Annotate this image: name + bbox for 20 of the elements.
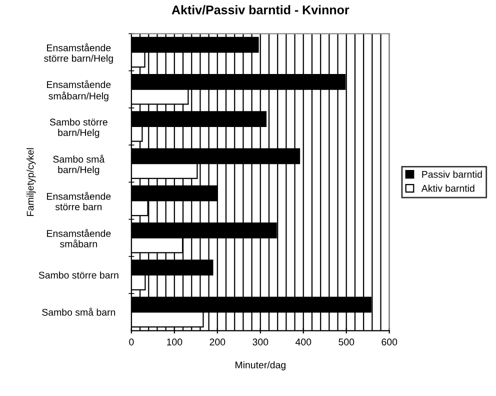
y-tick-label: Ensamstående större barn [47,192,111,210]
chart-title: Aktiv/Passiv barntid - Kvinnor [172,5,350,14]
y-tick-label: Ensamstående småbarn/Helg [47,80,111,102]
x-tick-label: 500 [338,338,354,346]
y-tick-label: Sambo större barn/Helg [50,118,108,138]
x-tick-label: 200 [210,338,226,346]
x-tick-label: 600 [382,338,398,346]
x-tick-label: 300 [252,338,268,346]
x-tick-label: 0 [129,338,134,346]
y-tick-label: Ensamstående större barn/Helg [44,43,113,64]
y-tick-label: Sambo små barn [42,308,116,316]
y-tick-label: Ensamstående småbarn [47,229,111,248]
x-tick-label: 100 [167,338,182,346]
y-tick-label: Sambo större barn [38,271,118,279]
legend-label: Passiv barntid [422,170,482,178]
legend-label: Aktiv barntid [421,184,474,192]
y-tick-label: Sambo små barn/Helg [53,154,105,176]
x-tick-label: 400 [296,338,312,346]
y-axis-title: Familjetyp/cykel [26,148,36,216]
x-axis-title: Minuter/dag [236,361,286,370]
